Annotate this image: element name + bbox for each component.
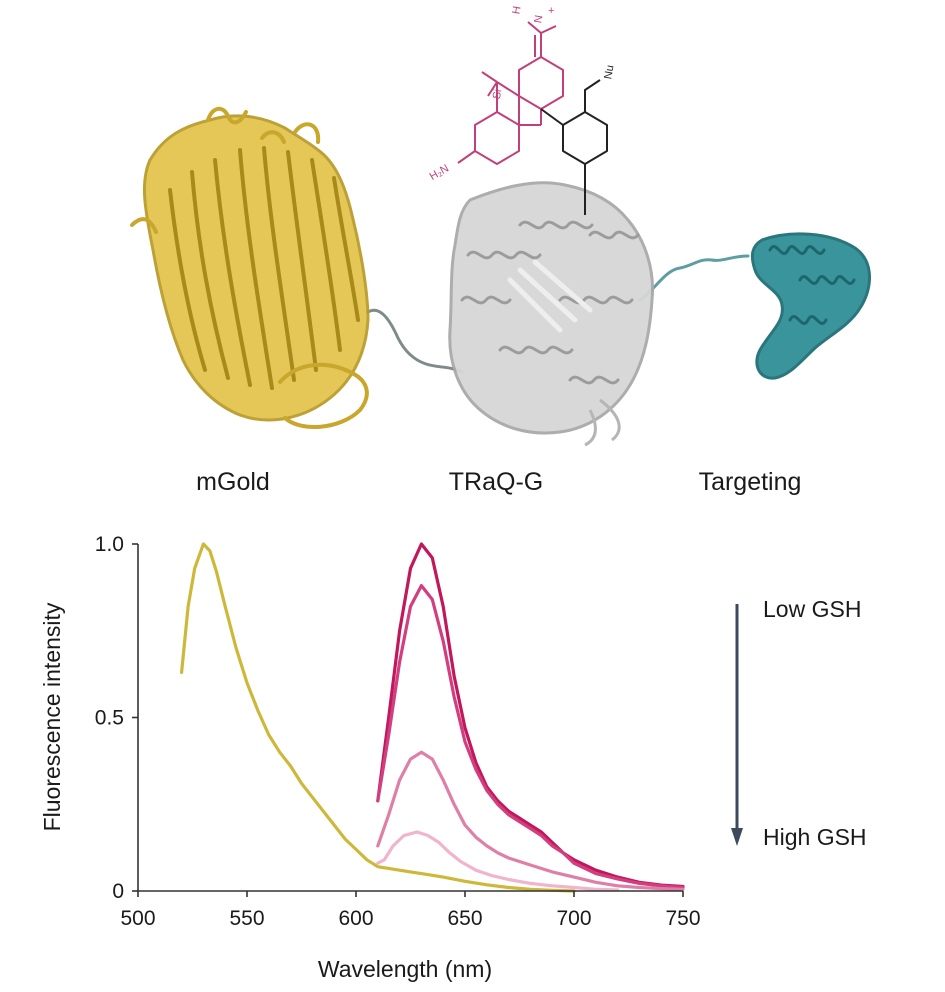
- x-tick-label: 650: [447, 907, 482, 930]
- traq-g-loops: [584, 398, 621, 447]
- x-tick-label: 600: [338, 907, 373, 930]
- protein-diagram: H₂N Si N H + Nu mGold TRaQ-G Targeting: [130, 5, 871, 496]
- amine-label: H₂N: [428, 162, 452, 182]
- x-ticks: 500 550 600 650 700 750: [120, 891, 701, 930]
- traq-g-protein: [448, 181, 655, 447]
- mgold-body: [142, 114, 370, 422]
- series-line-3: [376, 583, 685, 890]
- iminium-label: N: [532, 14, 545, 24]
- linker-scaffold: [540, 79, 608, 215]
- series-line-4: [376, 750, 685, 891]
- x-axis-title: Wavelength (nm): [318, 956, 492, 982]
- dye-scaffold: [457, 21, 564, 165]
- y-axis-title: Fluorescence intensity: [39, 602, 65, 831]
- charge-label: +: [548, 5, 554, 17]
- y-tick-label: 0.5: [95, 707, 124, 730]
- silicon-label: Si: [491, 88, 505, 100]
- hydrogen-label: H: [510, 5, 523, 15]
- high-gsh-label: High GSH: [763, 824, 867, 850]
- fluorescence-chart: 500 550 600 650 700 750 0 0.5 1.0 Wavelength (n…: [39, 533, 867, 982]
- mgold-loops: [130, 106, 369, 429]
- mgold-protein: [130, 106, 370, 429]
- low-gsh-label: Low GSH: [763, 596, 861, 622]
- targeting-label: Targeting: [699, 468, 802, 496]
- series-line-5: [376, 830, 620, 892]
- mgold-label: mGold: [196, 468, 270, 496]
- y-ticks: 0 0.5 1.0: [95, 533, 138, 903]
- targeting-protein: [750, 232, 871, 380]
- x-tick-label: 550: [229, 907, 264, 930]
- y-tick-label: 1.0: [95, 533, 124, 556]
- traq-g-label: TRaQ-G: [449, 468, 543, 496]
- traq-g-sheets: [507, 259, 593, 333]
- x-tick-label: 500: [120, 907, 155, 930]
- gsh-arrow-head: [731, 828, 743, 846]
- series-line-2: [376, 542, 685, 889]
- linker-chains: [366, 254, 750, 374]
- axes: [137, 544, 683, 892]
- traq-g-body: [448, 181, 655, 435]
- series-line-1: [180, 542, 576, 893]
- mgold-strands: [168, 146, 360, 390]
- y-tick-label: 0: [112, 880, 124, 903]
- x-tick-label: 700: [556, 907, 591, 930]
- targeting-helices: [768, 245, 856, 325]
- x-tick-label: 750: [665, 907, 700, 930]
- series-lines: [180, 542, 685, 893]
- nucleophile-label: Nu: [602, 64, 616, 80]
- gsh-annotation: Low GSH High GSH: [731, 596, 867, 850]
- targeting-body: [750, 232, 871, 380]
- traq-g-helices: [460, 220, 640, 385]
